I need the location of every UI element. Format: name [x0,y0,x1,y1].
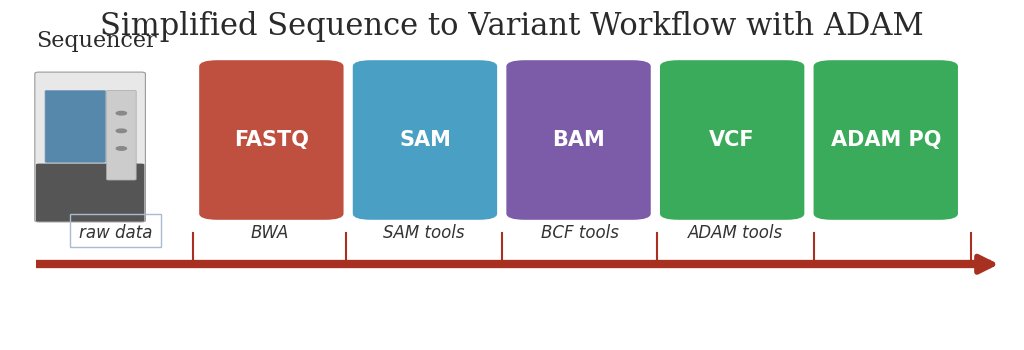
Text: ADAM tools: ADAM tools [688,224,782,242]
FancyBboxPatch shape [35,72,145,222]
FancyBboxPatch shape [659,60,805,220]
FancyBboxPatch shape [36,163,144,222]
Text: ADAM PQ: ADAM PQ [830,130,941,150]
Text: Sequencer: Sequencer [36,30,157,52]
FancyBboxPatch shape [352,60,497,220]
Text: BWA: BWA [250,224,289,242]
Text: BAM: BAM [552,130,605,150]
FancyBboxPatch shape [200,60,344,220]
Text: BCF tools: BCF tools [541,224,618,242]
FancyBboxPatch shape [506,60,651,220]
Circle shape [116,129,127,133]
Text: SAM: SAM [399,130,451,150]
FancyBboxPatch shape [813,60,958,220]
Text: SAM tools: SAM tools [383,224,465,242]
Circle shape [116,147,127,150]
Circle shape [116,111,127,115]
FancyBboxPatch shape [45,90,105,162]
Text: raw data: raw data [79,224,153,242]
Text: Simplified Sequence to Variant Workflow with ADAM: Simplified Sequence to Variant Workflow … [100,10,924,42]
Text: FASTQ: FASTQ [233,130,309,150]
Text: VCF: VCF [710,130,755,150]
FancyBboxPatch shape [106,90,136,180]
